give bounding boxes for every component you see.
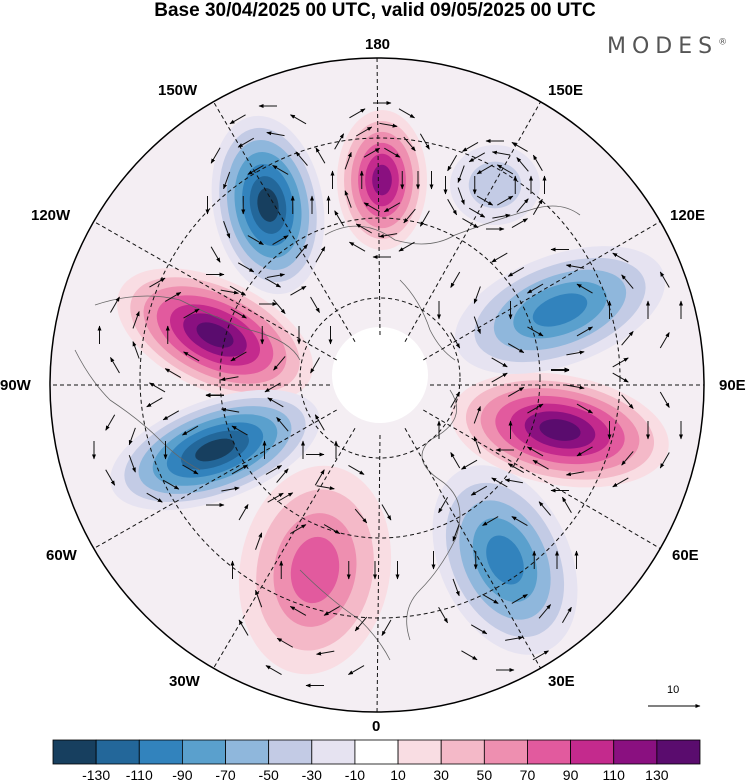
colorbar-swatch (225, 739, 270, 765)
colorbar-swatch (397, 739, 442, 765)
lon-label-30e: 30E (548, 673, 575, 690)
anomaly-high-20w (238, 465, 392, 675)
colorbar-swatch (483, 739, 528, 765)
colorbar-tick-label: -10 (344, 767, 366, 783)
map-title: Base 30/04/2025 00 UTC, valid 09/05/2025… (154, 0, 596, 21)
colorbar-tick-label: -70 (215, 767, 236, 783)
anomaly-low-70w (110, 389, 320, 511)
wind-vectors (92, 101, 683, 688)
lon-label-90e: 90E (719, 377, 746, 394)
lon-label-60e: 60E (672, 547, 699, 564)
anomaly-high-180 (337, 110, 427, 250)
polar-cap-blank (332, 327, 428, 423)
modes-logo: MODES® (607, 34, 727, 59)
lon-label-90w: 90W (0, 377, 31, 394)
colorbar-tick-label: 70 (519, 767, 536, 783)
colorbar-tick-label: -50 (258, 767, 279, 783)
brand-mark: ® (718, 37, 728, 48)
lon-label-60w: 60W (46, 547, 77, 564)
anomaly-field (50, 58, 704, 712)
colorbar-tick-label: -110 (125, 767, 153, 783)
colorbar-swatch (570, 739, 615, 765)
colorbar-swatch (354, 739, 399, 765)
anomaly-low-30e (432, 465, 578, 655)
lon-label-0: 0 (372, 718, 381, 735)
lon-label-120w: 120W (31, 207, 71, 224)
map-boundary (49, 57, 705, 713)
colorbar-tick-label: 90 (562, 767, 579, 783)
colorbar-swatch (268, 739, 313, 765)
colorbar-tick-label: 30 (433, 767, 449, 783)
coastlines (74, 205, 581, 661)
anomaly-low-150e (450, 145, 540, 225)
lon-label-150e: 150E (548, 82, 584, 99)
colorbar-tick-label: -90 (172, 767, 193, 783)
brand-name: MODES (607, 34, 719, 59)
graticule (50, 58, 704, 712)
colorbar (52, 739, 701, 765)
lon-label-150w: 150W (158, 82, 198, 99)
colorbar-swatch (656, 739, 701, 765)
colorbar-tick-label: 130 (645, 767, 669, 783)
colorbar-swatch (138, 739, 183, 765)
colorbar-swatch (52, 739, 97, 765)
colorbar-swatch (311, 739, 356, 765)
vector-scale-label: 10 (667, 684, 680, 696)
colorbar-tick-label: 50 (476, 767, 493, 783)
colorbar-tick-label: 10 (390, 767, 406, 783)
colorbar-swatch (440, 739, 485, 765)
lon-label-30w: 30W (169, 673, 200, 690)
colorbar-tick-label: -30 (301, 767, 322, 783)
lon-label-180: 180 (365, 36, 391, 53)
lon-label-120e: 120E (670, 207, 706, 224)
anomaly-low-110e (454, 246, 666, 374)
colorbar-swatch (613, 739, 658, 765)
colorbar-swatch (527, 739, 572, 765)
colorbar-tick-label: -130 (82, 767, 111, 783)
colorbar-swatch (95, 739, 140, 765)
colorbar-swatch (181, 739, 226, 765)
colorbar-tick-label: 110 (602, 767, 625, 783)
